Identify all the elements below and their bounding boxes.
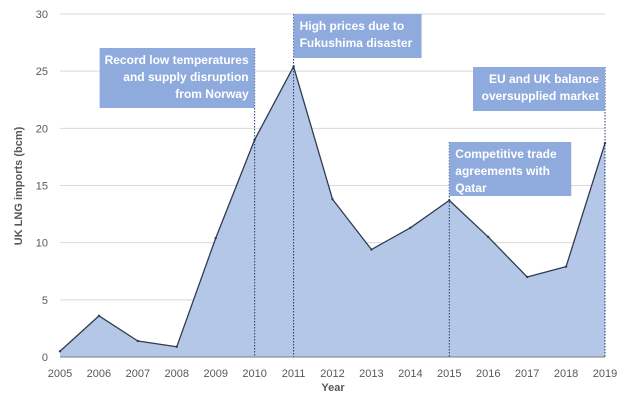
x-tick-label: 2009 bbox=[203, 368, 227, 380]
x-tick-label: 2017 bbox=[515, 368, 539, 380]
x-tick-label: 2016 bbox=[476, 368, 500, 380]
annotation-text-2019: oversupplied market bbox=[482, 89, 599, 103]
area-layer bbox=[58, 65, 607, 358]
x-tick-label: 2010 bbox=[242, 368, 266, 380]
y-tick-label: 25 bbox=[36, 66, 48, 78]
axis-layer: 0 5 10 15 20 25 30 2005 2006 2007 2008 2009 2010 2011… bbox=[36, 9, 617, 380]
x-tick-label: 2019 bbox=[593, 368, 617, 380]
x-tick-label: 2008 bbox=[165, 368, 189, 380]
annotation-box-2015 bbox=[449, 142, 572, 196]
annotation-box-2019 bbox=[473, 67, 605, 111]
annotation-text-2010: from Norway bbox=[175, 87, 249, 101]
x-tick-label: 2005 bbox=[48, 368, 72, 380]
data-point-2005 bbox=[58, 350, 62, 353]
x-tick-label: 2015 bbox=[437, 368, 461, 380]
x-tick-label: 2018 bbox=[554, 368, 578, 380]
annot-layer: Record low temperatures and supply disrup… bbox=[99, 14, 605, 196]
y-tick-label: 30 bbox=[36, 9, 48, 21]
annotation-box-2011 bbox=[293, 14, 422, 58]
x-tick-label: 2014 bbox=[398, 368, 422, 380]
annotation-box-2010 bbox=[99, 48, 255, 108]
data-point-2018 bbox=[564, 265, 568, 268]
x-tick-label: 2006 bbox=[87, 368, 111, 380]
y-axis-title: UK LNG imports (bcm) bbox=[13, 126, 25, 245]
y-tick-label: 15 bbox=[36, 181, 48, 193]
annotation-text-2011: Fukushima disaster bbox=[300, 36, 413, 50]
data-point-2007 bbox=[136, 339, 140, 343]
area-fill bbox=[60, 66, 605, 358]
data-point-2014 bbox=[409, 226, 412, 230]
data-point-2012 bbox=[331, 198, 334, 201]
annotation-text-2015: Qatar bbox=[455, 181, 487, 195]
x-axis-title: Year bbox=[321, 382, 345, 394]
x-tick-label: 2012 bbox=[320, 368, 344, 380]
y-tick-label: 10 bbox=[36, 238, 48, 250]
data-point-2017 bbox=[525, 275, 529, 279]
data-point-2009 bbox=[214, 236, 217, 240]
x-tick-label: 2013 bbox=[359, 368, 383, 380]
data-point-2016 bbox=[487, 235, 490, 239]
x-tick-label: 2007 bbox=[126, 368, 150, 380]
y-tick-label: 20 bbox=[36, 123, 48, 135]
annotation-text-2015: Competitive trade bbox=[455, 147, 557, 161]
y-tick-label: 0 bbox=[42, 352, 48, 364]
data-point-2006 bbox=[97, 314, 101, 318]
x-tick-label: 2011 bbox=[282, 368, 306, 380]
annotation-text-2010: Record low temperatures bbox=[105, 53, 249, 67]
annotation-text-2010: and supply disruption bbox=[123, 70, 248, 84]
data-point-2008 bbox=[175, 345, 178, 348]
data-point-2010 bbox=[253, 138, 256, 141]
data-point-2011 bbox=[292, 65, 295, 68]
annotation-text-2011: High prices due to bbox=[300, 19, 405, 33]
data-point-2013 bbox=[370, 248, 373, 251]
annotation-text-2015: agreements with bbox=[455, 164, 550, 178]
y-tick-label: 5 bbox=[42, 295, 48, 307]
annotation-text-2019: EU and UK balance bbox=[489, 72, 599, 86]
